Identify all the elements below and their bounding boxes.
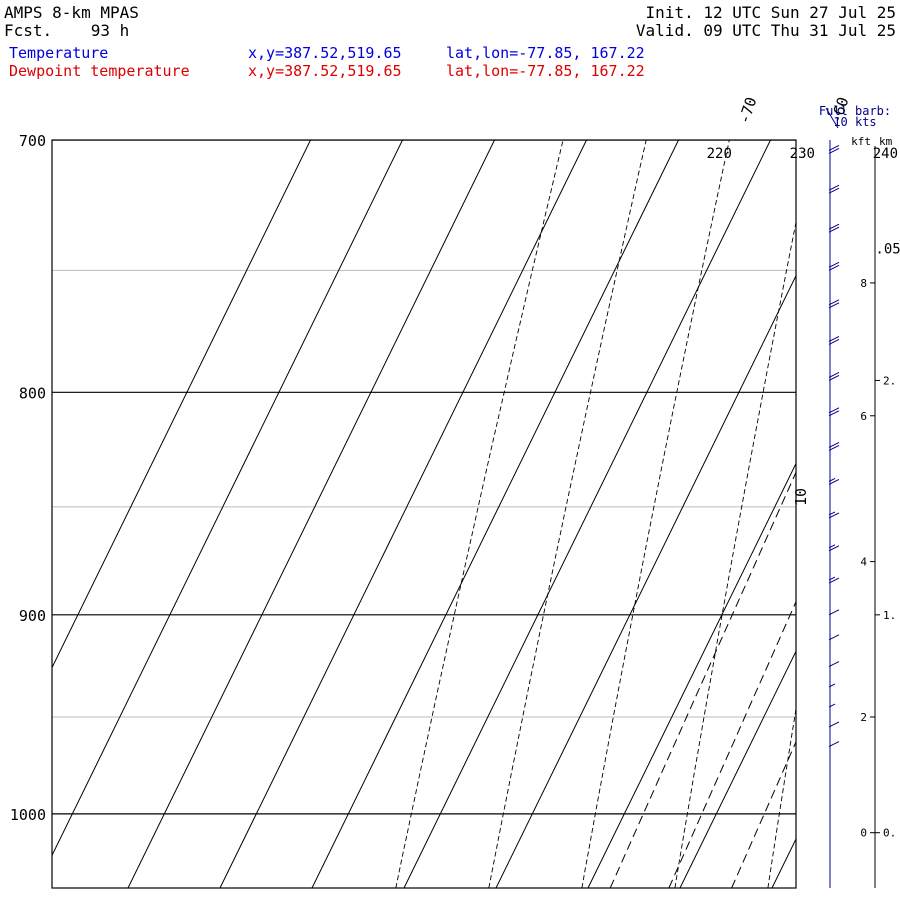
isotherm-line [403,140,771,888]
legend-dewpoint-latlon: lat,lon=-77.85, 167.22 [446,62,645,80]
legend-dewpoint-xy: x,y=387.52,519.65 [248,62,402,80]
isotherm-line [311,140,679,888]
dry-adiabat [674,220,796,888]
isotherm-side-label: 10 [792,488,810,506]
pressure-tick-label: 1000 [10,806,46,824]
legend-temperature-name: Temperature [9,44,109,62]
pressure-tick-label: 900 [19,607,46,625]
isotherm-line [679,650,796,888]
kft-tick-label: 6 [860,410,867,423]
kft-tick-label: 0 [860,827,867,840]
mixing-ratio-line [668,600,796,888]
isotherm-line [127,140,495,888]
wind-barb [828,145,840,154]
wind-barb [828,184,840,194]
wind-barb [828,441,840,451]
wind-barb [828,609,840,616]
wind-barb [828,299,840,309]
mixing-ratio-line [609,471,796,888]
wind-barb [828,478,840,485]
theta-tick-label: 240 [873,146,898,162]
wind-barb [828,544,840,552]
mixing-ratio-label: .05 [875,242,900,258]
km-tick-label: 0. [883,827,896,840]
wind-barb [828,511,840,519]
wind-barb [828,223,840,233]
forecast-hour: 93 h [90,21,130,40]
init-time: Init. 12 UTC Sun 27 Jul 25 [645,3,896,22]
wind-barb [828,407,840,417]
dry-adiabat [767,706,796,888]
legend-temperature-latlon: lat,lon=-77.85, 167.22 [446,44,645,62]
wind-barb [828,336,840,345]
kft-unit-label: kft [851,135,871,148]
wind-barb [828,261,840,271]
mixing-ratio-line [799,245,900,888]
kft-tick-label: 4 [860,556,867,569]
valid-time: Valid. 09 UTC Thu 31 Jul 25 [635,21,896,40]
dewpoint-curve [804,140,900,756]
theta-tick-label: 230 [790,146,815,162]
legend-dewpoint-name: Dewpoint temperature [9,62,190,80]
wind-barb [828,576,840,584]
wind-legend-title: Full barb: [819,104,891,118]
pressure-tick-label: 800 [19,384,46,402]
mixing-ratio-line [895,245,900,888]
wind-legend-barb [825,107,839,129]
isotherm-line [587,462,796,888]
dry-adiabat [581,140,730,888]
isotherm-tick-label: -70 [735,95,760,126]
temperature-curve [869,140,900,756]
wind-barb [828,683,836,688]
kft-tick-label: 2 [860,711,867,724]
isotherm-line [495,274,796,888]
pressure-tick-label: 700 [19,132,46,150]
theta-tick-label: 220 [707,146,732,162]
dry-adiabat [488,140,647,888]
isotherm-line [219,140,587,888]
forecast-label: Fcst. 93 h [4,22,129,40]
km-unit-label: km [879,135,893,148]
wind-barb [828,661,840,668]
model-title: AMPS 8-km MPAS [4,3,139,22]
plot-area [52,140,900,888]
wind-barb [828,634,840,641]
wind-barb [828,721,840,728]
km-tick-label: 1. [883,609,896,622]
isotherm-line [52,140,311,669]
wind-barb [828,741,840,748]
wind-legend-speed: 10 kts [833,115,876,129]
wind-barb [828,703,836,708]
kft-tick-label: 8 [860,277,867,290]
mixing-ratio-line [731,740,796,888]
legend-temperature-xy: x,y=387.52,519.65 [248,44,402,62]
km-tick-label: 2. [883,374,896,387]
forecast-label-text: Fcst. [4,21,53,40]
dry-adiabat [395,140,564,888]
wind-barb [828,371,840,381]
plot-frame [51,139,797,889]
isotherm-line [52,140,403,857]
